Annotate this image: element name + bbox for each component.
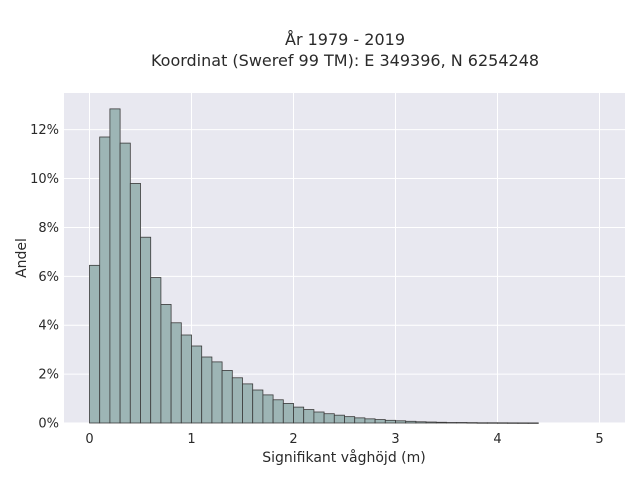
histogram-bar	[201, 356, 213, 424]
histogram-bar	[384, 419, 396, 424]
y-tick-label: 8%	[38, 221, 59, 236]
histogram-bar	[303, 409, 315, 424]
histogram-bar	[119, 142, 131, 424]
x-tick-label: 3	[391, 432, 399, 447]
histogram-bar	[405, 420, 417, 424]
y-tick-label: 2%	[38, 368, 59, 383]
histogram-bar	[129, 183, 141, 424]
histogram-bar	[109, 108, 121, 424]
x-tick-label: 2	[289, 432, 297, 447]
histogram-bar	[160, 304, 172, 424]
x-tick-label: 4	[493, 432, 501, 447]
histogram-bar	[170, 322, 182, 424]
y-tick-label: 4%	[38, 319, 59, 334]
histogram-bar	[89, 264, 101, 424]
chart-subtitle: Koordinat (Sweref 99 TM): E 349396, N 62…	[151, 51, 539, 70]
histogram-bar	[313, 411, 325, 424]
histogram-bar	[231, 377, 243, 424]
histogram-bar	[446, 422, 458, 424]
histogram-bar	[180, 334, 192, 424]
histogram-bar	[221, 370, 233, 424]
histogram-bar	[211, 361, 223, 424]
y-tick-label: 12%	[30, 123, 59, 138]
histogram-bar	[99, 136, 111, 424]
histogram-bar	[252, 389, 264, 424]
histogram-bar	[527, 422, 539, 424]
histogram-bar	[150, 277, 162, 424]
histogram-bar	[282, 403, 294, 424]
y-tick-label: 0%	[38, 417, 59, 432]
histogram-bar	[456, 422, 468, 424]
histogram-bar	[354, 417, 366, 424]
histogram-bar	[191, 345, 203, 424]
chart-title: År 1979 - 2019	[285, 30, 405, 49]
histogram-bar	[425, 421, 437, 424]
histogram-bar	[333, 414, 345, 424]
y-tick-label: 6%	[38, 270, 59, 285]
histogram-bar	[497, 422, 509, 424]
histogram-bar	[435, 421, 447, 424]
y-tick-label: 10%	[30, 172, 59, 187]
x-tick-label: 0	[85, 432, 93, 447]
histogram-bar	[466, 422, 478, 424]
histogram-bar	[395, 420, 407, 424]
histogram-bar	[486, 422, 498, 424]
histogram-bar	[140, 236, 152, 424]
histogram-bar	[293, 406, 305, 424]
histogram-bar	[262, 394, 274, 424]
x-tick-label: 5	[595, 432, 603, 447]
histogram-bar	[476, 422, 488, 424]
x-axis-label: Signifikant våghöjd (m)	[262, 449, 425, 466]
y-axis-ticks: 0% 2% 4% 6% 8% 10% 12%	[30, 123, 59, 431]
bars	[89, 108, 539, 424]
histogram-bar	[242, 383, 254, 424]
histogram-bar	[415, 421, 427, 424]
histogram-bar	[344, 416, 356, 424]
y-axis-label: Andel	[14, 238, 30, 278]
histogram-bar	[517, 422, 529, 424]
histogram-bar	[323, 413, 335, 424]
histogram-bar	[374, 419, 386, 424]
x-tick-label: 1	[187, 432, 195, 447]
histogram-bar	[507, 422, 519, 424]
histogram-bar	[364, 418, 376, 424]
histogram-bar	[272, 399, 284, 424]
x-axis-ticks: 0 1 2 3 4 5	[85, 432, 603, 447]
